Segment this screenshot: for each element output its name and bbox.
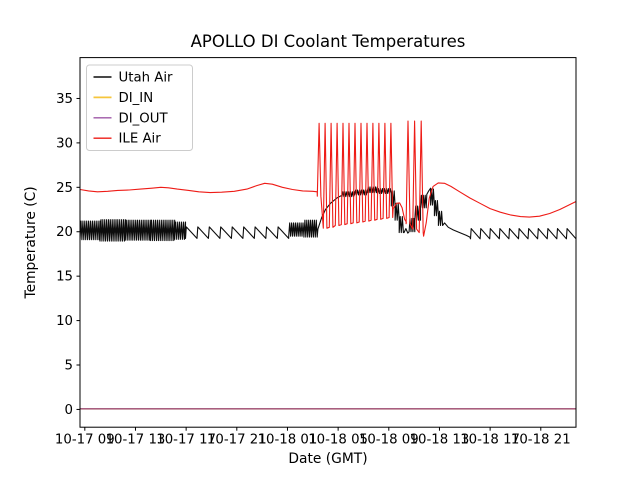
legend-label: Utah Air [119,71,174,86]
x-tick-label: 10-18 09 [359,433,419,448]
y-tick-label: 10 [56,314,73,329]
x-tick-label: 10-17 13 [106,433,166,448]
y-tick-label: 35 [56,92,73,107]
y-tick-label: 20 [56,225,73,240]
legend-label: DI_OUT [119,111,169,126]
x-tick-label: 10-18 13 [410,433,470,448]
series-ile-air [80,120,576,237]
y-axis-label: Temperature (C) [23,186,39,299]
x-tick-label: 10-18 05 [308,433,368,448]
series-utah-air [80,186,576,242]
y-tick-label: 30 [56,136,73,151]
x-tick-label: 10-18 01 [258,433,318,448]
x-tick-label: 10-17 17 [156,433,216,448]
x-tick-label: 10-17 09 [55,433,115,448]
legend-label: DI_IN [119,91,154,106]
x-tick-label: 10-18 17 [460,433,520,448]
x-tick-label: 10-17 21 [207,433,267,448]
legend-label: ILE Air [119,132,162,147]
y-tick-label: 5 [65,359,73,374]
x-tick-label: 10-18 21 [511,433,571,448]
x-axis-label: Date (GMT) [288,451,367,467]
legend-box [86,64,193,151]
y-tick-label: 0 [65,403,73,418]
y-tick-label: 15 [56,270,73,285]
axes-frame [79,57,577,428]
chart-title: APOLLO DI Coolant Temperatures [191,32,466,51]
y-tick-label: 25 [56,181,73,196]
